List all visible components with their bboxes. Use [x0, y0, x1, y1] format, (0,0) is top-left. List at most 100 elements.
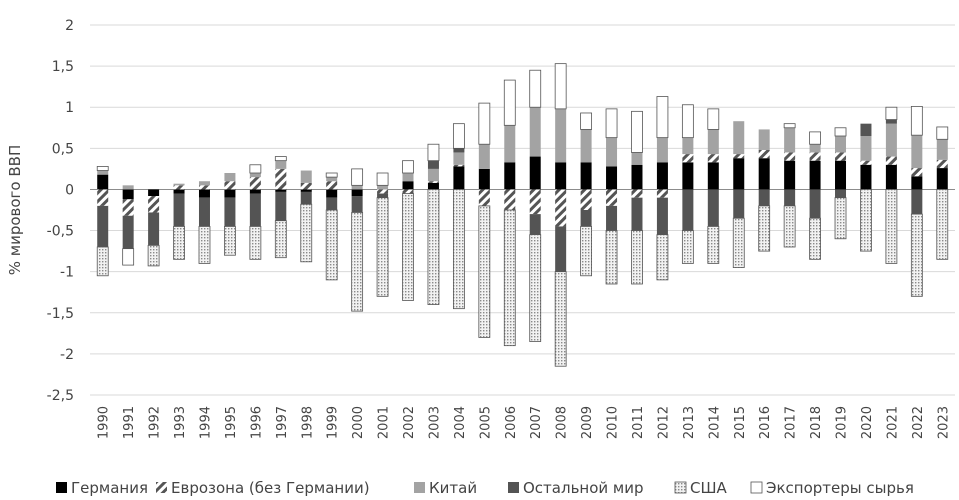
bar-usa-1994 [198, 226, 211, 264]
bar-eurozone-2009 [580, 189, 592, 210]
bar-eurozone-1990 [97, 189, 109, 206]
bar-rest-of-world-1992 [148, 212, 160, 246]
x-tick-label: 2017 [784, 406, 799, 439]
bar-eurozone-2017 [784, 152, 796, 161]
legend-label-china: Китай [429, 479, 477, 497]
bar-eurozone-2015 [733, 154, 745, 159]
bar-usa-2012 [656, 234, 669, 281]
bar-germany-2017 [784, 160, 796, 190]
bar-china-2018 [809, 144, 821, 153]
bar-usa-2021 [885, 189, 898, 264]
legend-swatch-eurozone [156, 482, 167, 493]
bar-germany-2018 [809, 160, 821, 190]
bar-rest-of-world-2022 [911, 189, 923, 215]
bar-eurozone-1994 [198, 185, 210, 190]
x-tick-label: 1995 [224, 406, 239, 439]
bar-eurozone-2023 [936, 159, 948, 169]
bar-commodity-exporters-2022 [910, 106, 923, 136]
bar-germany-2019 [835, 160, 847, 190]
bar-usa-2003 [427, 189, 440, 305]
bar-commodity-exporters-2012 [656, 96, 669, 139]
bar-china-2022 [911, 135, 923, 169]
bar-eurozone-2014 [707, 154, 719, 163]
bar-china-1995 [224, 173, 236, 182]
bar-rest-of-world-2001 [377, 193, 389, 198]
x-tick-label: 2012 [656, 406, 671, 439]
bar-germany-1995 [224, 189, 236, 198]
bar-germany-2000 [351, 189, 363, 197]
legend-label-rest-of-world: Остальной мир [523, 479, 644, 497]
bars [96, 63, 949, 367]
bar-usa-2010 [605, 230, 618, 285]
bar-germany-2009 [580, 162, 592, 190]
y-axis-title: % мирового ВВП [6, 145, 24, 276]
bar-usa-1990 [96, 246, 109, 277]
bar-china-2001 [377, 185, 389, 190]
bar-eurozone-2005 [478, 189, 490, 206]
bar-germany-2023 [936, 168, 948, 190]
bar-china-2005 [478, 144, 490, 169]
x-tick-label: 1997 [275, 406, 290, 439]
bar-usa-2006 [503, 209, 516, 347]
y-tick-label: 0 [65, 182, 74, 198]
y-tick-label: -1 [60, 265, 74, 281]
bar-rest-of-world-2000 [351, 196, 363, 213]
bar-rest-of-world-2004 [453, 148, 465, 153]
bar-commodity-exporters-2003 [427, 143, 440, 162]
bar-germany-1997 [275, 189, 287, 192]
bar-germany-2007 [529, 156, 541, 190]
bar-eurozone-2008 [555, 189, 567, 227]
bar-eurozone-2016 [758, 149, 770, 159]
bar-commodity-exporters-2000 [351, 168, 364, 186]
x-tick-label: 2011 [631, 406, 646, 439]
bar-usa-1996 [249, 226, 262, 260]
bar-rest-of-world-1997 [275, 191, 287, 221]
bar-china-2020 [860, 136, 872, 161]
bar-commodity-exporters-2006 [503, 79, 516, 126]
bar-germany-1990 [97, 174, 109, 190]
bar-china-2000 [351, 185, 363, 190]
bar-eurozone-2007 [529, 189, 541, 215]
bar-germany-2013 [682, 162, 694, 190]
bar-germany-2015 [733, 158, 745, 190]
bar-commodity-exporters-2019 [834, 127, 847, 137]
bar-rest-of-world-2011 [631, 197, 643, 231]
x-tick-label: 2021 [885, 406, 900, 439]
bar-rest-of-world-2013 [682, 189, 694, 231]
bar-rest-of-world-2015 [733, 189, 745, 219]
bar-rest-of-world-1998 [300, 191, 312, 205]
bar-eurozone-1996 [249, 177, 261, 190]
bar-usa-2019 [834, 197, 847, 240]
bar-commodity-exporters-2013 [681, 104, 694, 139]
x-tick-label: 2001 [377, 406, 392, 439]
bar-germany-1992 [148, 189, 160, 197]
bar-germany-2016 [758, 158, 770, 190]
x-tick-label: 2008 [555, 406, 570, 439]
bar-usa-2011 [631, 230, 643, 285]
bar-china-2021 [885, 123, 897, 157]
bar-germany-1994 [198, 189, 210, 198]
bar-usa-2014 [707, 226, 720, 264]
bar-rest-of-world-2009 [580, 210, 592, 227]
bar-rest-of-world-1993 [173, 193, 185, 227]
bar-china-1996 [249, 173, 261, 178]
x-tick-label: 2013 [682, 406, 697, 439]
bar-eurozone-2002 [402, 189, 414, 194]
bar-germany-2021 [885, 164, 897, 190]
bar-rest-of-world-1994 [198, 197, 210, 227]
bar-germany-2002 [402, 181, 414, 190]
legend-label-eurozone: Еврозона (без Германии) [171, 479, 370, 497]
bar-rest-of-world-2010 [606, 205, 618, 231]
bar-eurozone-2004 [453, 164, 465, 167]
bar-china-2009 [580, 129, 592, 163]
legend-label-usa: США [690, 479, 728, 497]
bar-germany-1996 [249, 189, 261, 194]
bar-germany-2012 [656, 162, 668, 190]
bar-eurozone-2013 [682, 154, 694, 163]
bar-usa-2020 [860, 189, 872, 252]
bar-china-2013 [682, 137, 694, 155]
legend-swatch-rest-of-world [508, 482, 519, 493]
bar-eurozone-2010 [606, 189, 618, 206]
bar-germany-2004 [453, 166, 465, 190]
x-tick-label: 2019 [835, 406, 850, 439]
